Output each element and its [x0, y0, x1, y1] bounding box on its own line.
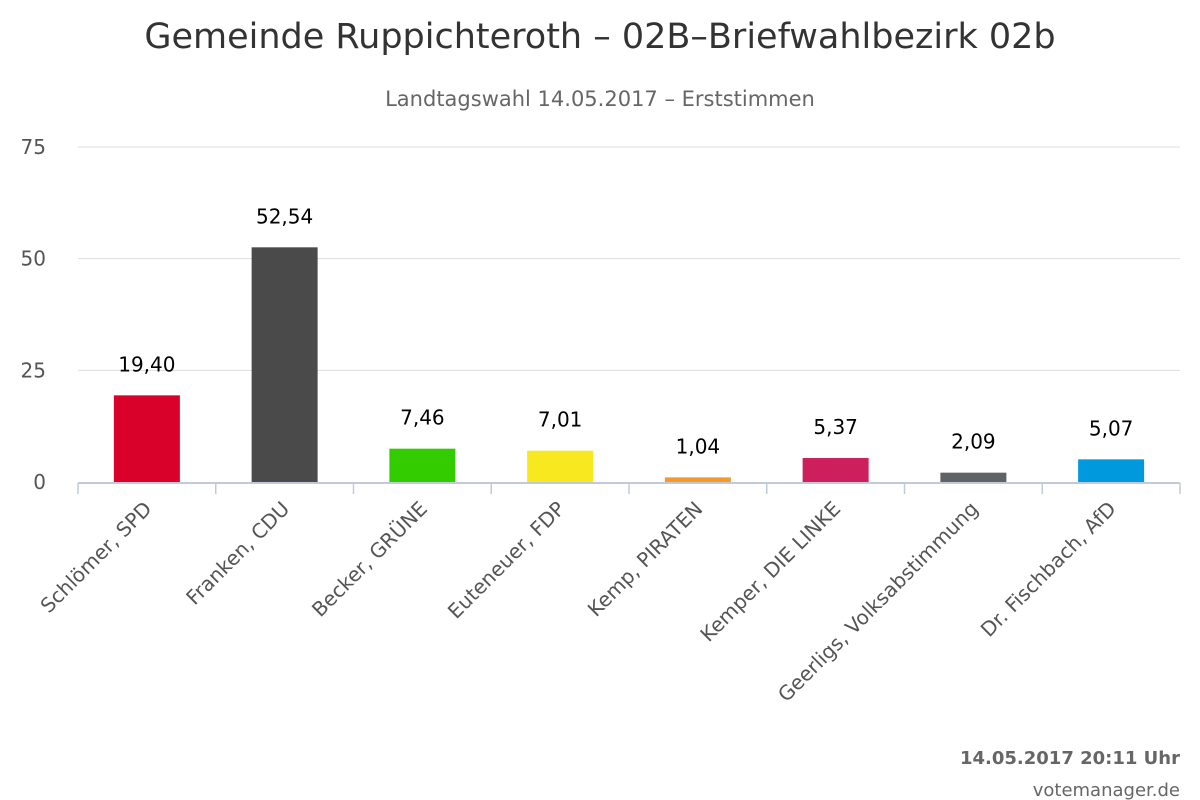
data-label: 7,01: [538, 408, 583, 432]
bar[interactable]: [664, 477, 731, 482]
data-label: 7,46: [400, 406, 445, 430]
data-label: 2,09: [951, 430, 996, 454]
y-axis-ticks: 0 25 50 75: [21, 135, 46, 494]
bar[interactable]: [1078, 459, 1145, 482]
x-axis: [77, 482, 1181, 494]
bar[interactable]: [389, 448, 456, 482]
y-tick-label: 25: [21, 358, 46, 382]
bar[interactable]: [940, 472, 1007, 482]
bars: [113, 247, 1145, 482]
data-label: 5,37: [813, 415, 858, 439]
bar[interactable]: [113, 395, 180, 482]
bar[interactable]: [527, 450, 594, 482]
timestamp: 14.05.2017 20:11 Uhr: [960, 748, 1180, 769]
chart-subtitle: Landtagswahl 14.05.2017 – Erststimmen: [385, 87, 815, 111]
credit-link[interactable]: votemanager.de: [1033, 780, 1180, 800]
data-label: 19,40: [118, 352, 175, 376]
y-tick-label: 75: [21, 135, 46, 159]
bar[interactable]: [251, 247, 318, 482]
y-tick-label: 0: [33, 470, 46, 494]
data-labels: 19,40 52,54 7,46 7,01 1,04 5,37 2,09 5,07: [118, 204, 1133, 458]
y-tick-label: 50: [21, 247, 46, 271]
chart-title: Gemeinde Ruppichteroth – 02B–Briefwahlbe…: [144, 17, 1055, 57]
data-label: 1,04: [676, 434, 721, 458]
data-label: 52,54: [256, 204, 313, 228]
data-label: 5,07: [1089, 416, 1134, 440]
bar[interactable]: [802, 458, 869, 482]
